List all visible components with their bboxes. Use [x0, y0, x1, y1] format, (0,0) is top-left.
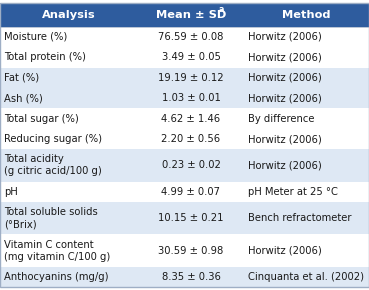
Bar: [244, 234, 369, 267]
Bar: [244, 182, 369, 202]
Text: pH Meter at 25 °C: pH Meter at 25 °C: [248, 187, 338, 197]
Bar: [0, 68, 138, 88]
Text: Analysis: Analysis: [42, 10, 96, 20]
Text: 3.49 ± 0.05: 3.49 ± 0.05: [162, 52, 220, 62]
Text: Total sugar (%): Total sugar (%): [4, 114, 79, 124]
Text: 2.20 ± 0.56: 2.20 ± 0.56: [161, 134, 221, 144]
Bar: [0, 108, 138, 129]
Text: 76.59 ± 0.08: 76.59 ± 0.08: [158, 32, 224, 42]
Bar: [138, 267, 244, 287]
Text: Moisture (%): Moisture (%): [4, 32, 68, 42]
Text: Bench refractometer: Bench refractometer: [248, 213, 351, 223]
Bar: [138, 68, 244, 88]
Text: a: a: [218, 5, 224, 14]
Text: Horwitz (2006): Horwitz (2006): [248, 32, 322, 42]
Text: Total acidity
(g citric acid/100 g): Total acidity (g citric acid/100 g): [4, 155, 102, 176]
Bar: [0, 3, 138, 27]
Text: 8.35 ± 0.36: 8.35 ± 0.36: [162, 272, 220, 282]
Bar: [138, 129, 244, 149]
Bar: [138, 234, 244, 267]
Bar: [0, 27, 138, 47]
Text: Cinquanta et al. (2002): Cinquanta et al. (2002): [248, 272, 364, 282]
Text: Vitamin C content
(mg vitamin C/100 g): Vitamin C content (mg vitamin C/100 g): [4, 240, 111, 262]
Text: Horwitz (2006): Horwitz (2006): [248, 93, 322, 103]
Bar: [244, 3, 369, 27]
Bar: [244, 47, 369, 68]
Bar: [0, 149, 138, 182]
Text: Horwitz (2006): Horwitz (2006): [248, 246, 322, 255]
Text: 10.15 ± 0.21: 10.15 ± 0.21: [158, 213, 224, 223]
Text: Horwitz (2006): Horwitz (2006): [248, 52, 322, 62]
Text: pH: pH: [4, 187, 18, 197]
Bar: [244, 149, 369, 182]
Bar: [138, 3, 244, 27]
Text: Fat (%): Fat (%): [4, 73, 39, 83]
Bar: [0, 202, 138, 234]
Bar: [244, 27, 369, 47]
Text: Horwitz (2006): Horwitz (2006): [248, 134, 322, 144]
Bar: [244, 267, 369, 287]
Text: Horwitz (2006): Horwitz (2006): [248, 73, 322, 83]
Text: Reducing sugar (%): Reducing sugar (%): [4, 134, 103, 144]
Text: 19.19 ± 0.12: 19.19 ± 0.12: [158, 73, 224, 83]
Bar: [138, 182, 244, 202]
Bar: [138, 47, 244, 68]
Text: Anthocyanins (mg/g): Anthocyanins (mg/g): [4, 272, 109, 282]
Text: Method: Method: [282, 10, 331, 20]
Bar: [138, 149, 244, 182]
Bar: [244, 68, 369, 88]
Text: 30.59 ± 0.98: 30.59 ± 0.98: [158, 246, 224, 255]
Bar: [244, 88, 369, 108]
Bar: [138, 202, 244, 234]
Text: Horwitz (2006): Horwitz (2006): [248, 160, 322, 171]
Text: Total protein (%): Total protein (%): [4, 52, 86, 62]
Bar: [244, 129, 369, 149]
Text: 4.99 ± 0.07: 4.99 ± 0.07: [162, 187, 220, 197]
Text: 1.03 ± 0.01: 1.03 ± 0.01: [162, 93, 220, 103]
Bar: [138, 88, 244, 108]
Bar: [138, 108, 244, 129]
Text: Mean ± SD: Mean ± SD: [156, 10, 226, 20]
Bar: [0, 88, 138, 108]
Text: By difference: By difference: [248, 114, 314, 124]
Text: Total soluble solids
(°Brix): Total soluble solids (°Brix): [4, 207, 98, 229]
Bar: [244, 202, 369, 234]
Bar: [138, 27, 244, 47]
Text: 0.23 ± 0.02: 0.23 ± 0.02: [162, 160, 220, 171]
Bar: [0, 129, 138, 149]
Bar: [0, 182, 138, 202]
Bar: [0, 267, 138, 287]
Text: Ash (%): Ash (%): [4, 93, 43, 103]
Bar: [244, 108, 369, 129]
Text: 4.62 ± 1.46: 4.62 ± 1.46: [161, 114, 221, 124]
Bar: [0, 234, 138, 267]
Bar: [0, 47, 138, 68]
